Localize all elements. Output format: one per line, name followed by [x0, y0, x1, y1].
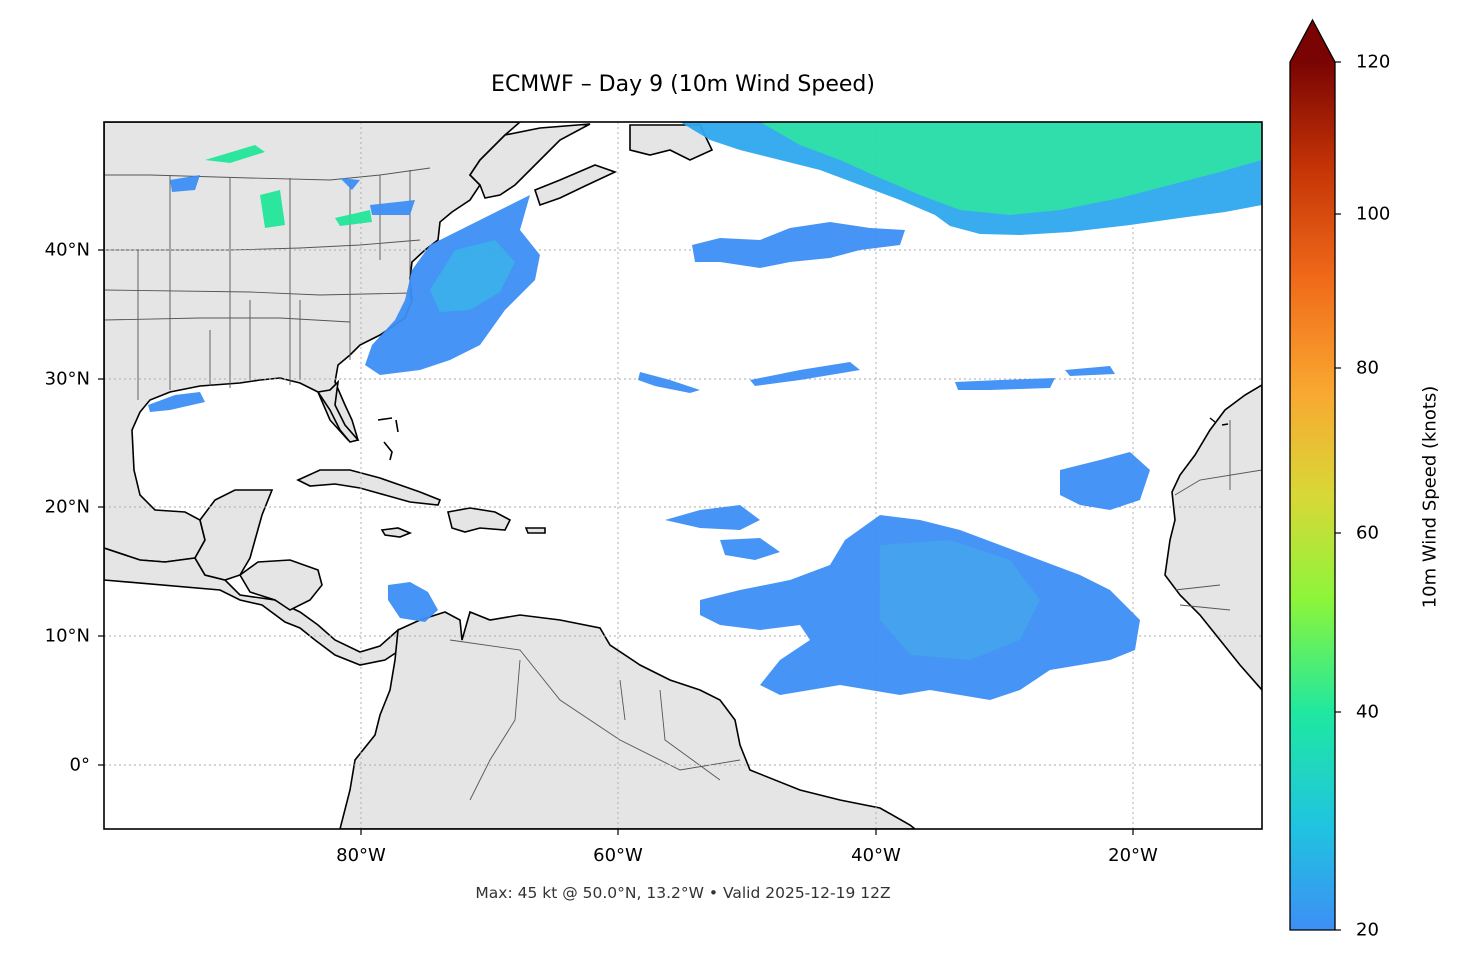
yucatan-land [194, 489, 274, 581]
colorbar-tick-label: 40 [1356, 701, 1379, 723]
lat-label-40n: 40°N [44, 239, 90, 261]
colorbar-tick-label: 120 [1356, 51, 1391, 73]
axis-ticks [98, 249, 1134, 835]
map-area [104, 122, 1262, 829]
lat-label-10n: 10°N [44, 625, 90, 647]
wind-tropical-core [880, 540, 1040, 660]
colorbar [1289, 18, 1341, 931]
maritimes-land [468, 123, 591, 199]
map-title: ECMWF – Day 9 (10m Wind Speed) [491, 72, 875, 97]
colorbar-gradient [1290, 62, 1335, 930]
lat-label-0: 0° [69, 754, 90, 776]
colorbar-title: 10m Wind Speed (knots) [1419, 385, 1441, 609]
lon-label-60w: 60°W [593, 845, 643, 866]
lon-label-20w: 20°W [1108, 845, 1158, 866]
lat-label-20n: 20°N [44, 496, 90, 518]
wind-30n-streaks [638, 362, 1115, 393]
colorbar-tick-label: 80 [1356, 357, 1379, 379]
map-footnote: Max: 45 kt @ 50.0°N, 13.2°W • Valid 2025… [475, 884, 891, 902]
colorbar-tick-label: 20 [1356, 919, 1379, 941]
colorbar-outline [1289, 18, 1336, 931]
hispaniola-land [447, 507, 512, 533]
lon-label-40w: 40°W [851, 845, 901, 866]
wind-great-lakes [170, 175, 415, 215]
wind-gulf-patch [148, 392, 205, 412]
wind-mid-atlantic-patch [692, 222, 905, 268]
jamaica-land [380, 527, 413, 538]
cuba-land [296, 469, 442, 506]
lat-label-30n: 30°N [44, 368, 90, 390]
wind-tropical-scatter [665, 505, 780, 560]
interior-borders [104, 167, 1262, 801]
lon-label-80w: 80°W [336, 845, 386, 866]
wind-tropical-northeast [1060, 452, 1150, 510]
colorbar-ticks [1335, 61, 1341, 931]
nova-scotia-land [534, 164, 618, 207]
honduras-land [238, 559, 323, 611]
wind-band-north-strong [760, 122, 1262, 215]
puerto-rico-land [524, 527, 546, 534]
map-frame [103, 121, 1263, 830]
wind-field [148, 122, 1262, 700]
florida-land [316, 379, 360, 443]
colorbar-tick-label: 100 [1356, 203, 1391, 225]
south-america-land [339, 610, 917, 829]
wind-east-coast-core [430, 240, 515, 312]
wind-caribbean-patch [388, 582, 438, 622]
canary-islands-land [1209, 417, 1229, 426]
colorbar-tick-label: 60 [1356, 522, 1379, 544]
africa-land [1164, 384, 1262, 692]
wind-great-lakes-strong [205, 145, 372, 228]
bahamas-land [377, 417, 399, 461]
colorbar-extend-arrow [1290, 20, 1335, 62]
